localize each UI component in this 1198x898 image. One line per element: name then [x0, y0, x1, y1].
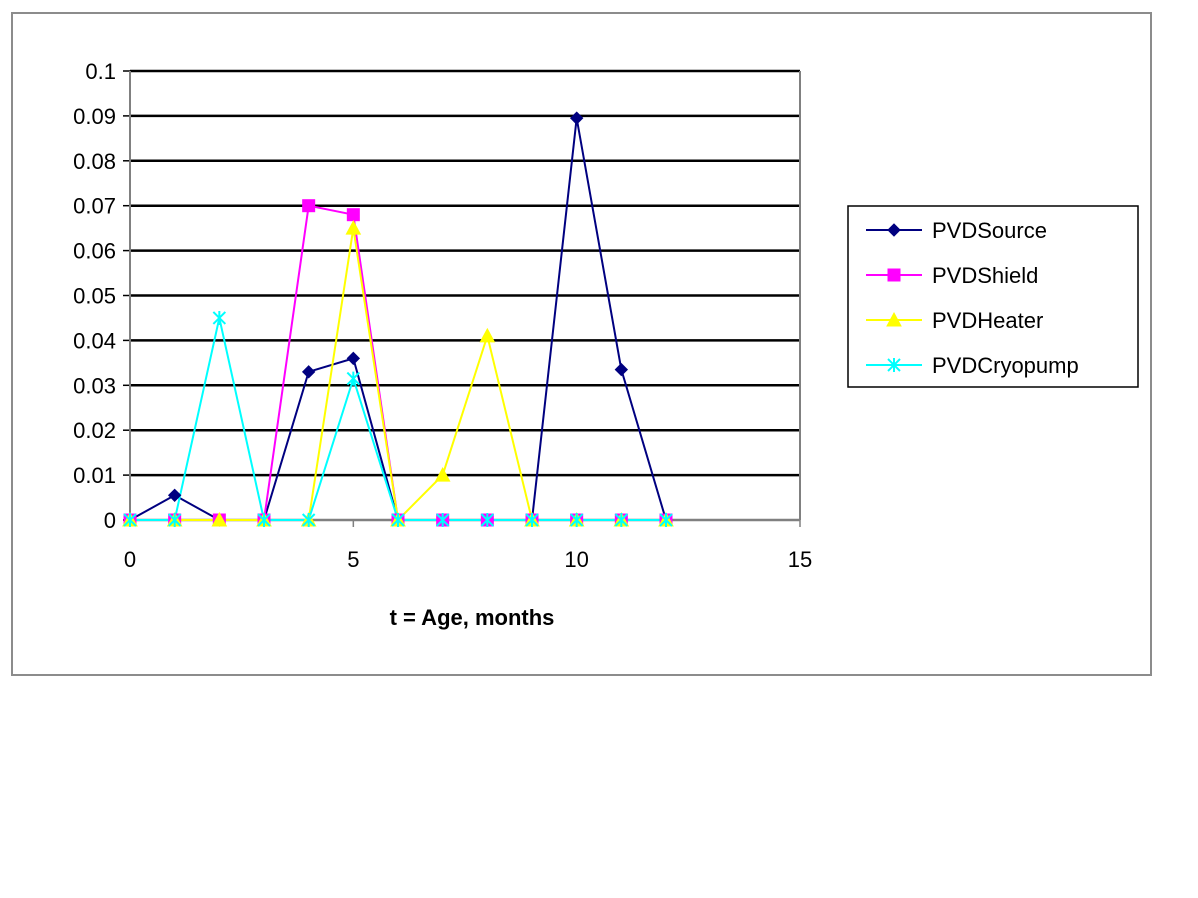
y-tick-label: 0.02 [73, 418, 116, 443]
data-point-pvdcryopump [569, 513, 584, 527]
data-point-pvdheater [345, 220, 362, 235]
legend-box [847, 205, 1139, 388]
x-axis-title: t = Age, months [390, 605, 555, 630]
data-point-pvdcryopump [480, 513, 495, 527]
data-point-pvdsource [569, 111, 584, 125]
axes [123, 70, 801, 527]
data-point-pvdcryopump [346, 371, 361, 386]
series-line-pvdcryopump [130, 317, 666, 521]
x-tick-label: 0 [124, 547, 136, 572]
series-markers [122, 111, 674, 527]
legend-marker [887, 268, 901, 282]
data-point-pvdcryopump [301, 513, 316, 527]
legend-label: PVDSource [932, 218, 1047, 243]
y-tick-label: 0.03 [73, 373, 116, 398]
legend-marker [887, 223, 901, 237]
data-point-pvdsource [346, 351, 361, 366]
data-point-pvdcryopump [525, 513, 539, 527]
data-point-pvdheater [211, 511, 228, 527]
series-line-pvdsource [129, 117, 667, 521]
legend-marker [887, 358, 901, 372]
data-point-pvdcryopump [212, 310, 227, 325]
data-point-pvdcryopump [659, 513, 673, 527]
y-tick-label: 0.05 [73, 284, 116, 309]
data-point-pvdcryopump [435, 513, 450, 527]
data-point-pvdsource [167, 488, 182, 503]
y-tick-label: 0.04 [73, 328, 116, 353]
data-point-pvdheater [479, 327, 496, 343]
y-tick-label: 0.1 [85, 59, 116, 84]
data-point-pvdsource [614, 362, 629, 377]
data-point-pvdshield [346, 208, 360, 222]
x-tick-label: 15 [788, 547, 812, 572]
data-point-pvdcryopump [257, 513, 271, 527]
gridlines [130, 69, 800, 477]
y-tick-label: 0 [104, 508, 116, 533]
data-point-pvdcryopump [123, 513, 137, 527]
data-point-pvdcryopump [391, 513, 405, 527]
legend-label: PVDCryopump [932, 353, 1079, 378]
x-tick-labels: 0 5 10 15 [124, 547, 812, 572]
legend-marker [886, 311, 902, 327]
data-point-pvdcryopump [614, 513, 629, 527]
data-point-pvdsource [301, 365, 316, 379]
y-tick-labels: 0 0.01 0.02 0.03 0.04 0.05 0.06 0.07 0.08 0.09 0.1 [73, 59, 116, 533]
y-tick-label: 0.09 [73, 104, 116, 129]
legend: PVDSource PVDShield PVDHeater PVDCryopump [847, 205, 1139, 388]
y-tick-label: 0.07 [73, 194, 116, 219]
x-tick-label: 10 [564, 547, 588, 572]
data-point-pvdshield [302, 199, 316, 213]
y-tick-label: 0.06 [73, 239, 116, 264]
series-lines [129, 117, 667, 523]
y-tick-label: 0.08 [73, 149, 116, 174]
y-tick-label: 0.01 [73, 463, 116, 488]
x-tick-label: 5 [347, 547, 359, 572]
data-point-pvdcryopump [167, 513, 182, 527]
legend-label: PVDHeater [932, 308, 1043, 333]
legend-label: PVDShield [932, 263, 1038, 288]
data-point-pvdheater [434, 467, 451, 482]
